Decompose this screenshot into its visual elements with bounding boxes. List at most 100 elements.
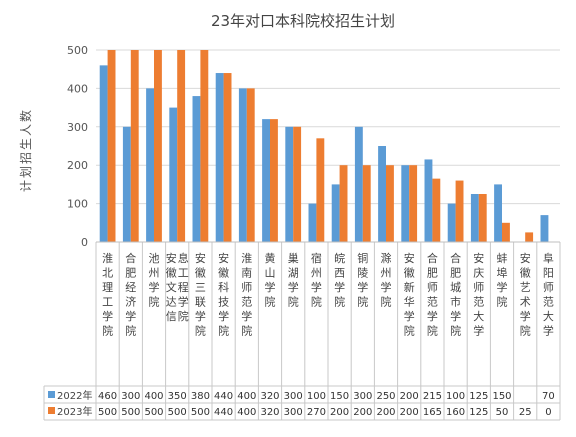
bar — [107, 50, 116, 242]
chart-title: 23年对口本科院校招生计划 — [211, 12, 395, 30]
category-label: 巢湖学院 — [288, 252, 299, 309]
data-table-value: 215 — [423, 391, 442, 402]
data-table-value: 500 — [191, 407, 210, 418]
bar — [316, 138, 325, 242]
bar — [339, 165, 348, 242]
data-table-value: 400 — [237, 391, 256, 402]
data-table-value: 380 — [191, 391, 210, 402]
data-table-value: 200 — [376, 407, 395, 418]
data-table-value: 500 — [121, 407, 140, 418]
bar — [409, 165, 418, 242]
bar — [246, 88, 255, 243]
bar — [177, 50, 186, 242]
y-axis-label: 计划招生人数 — [18, 108, 33, 192]
data-table-value: 300 — [284, 407, 303, 418]
category-label: 阜阳师范大学 — [543, 252, 554, 338]
data-table-value: 200 — [400, 391, 419, 402]
y-tick-label: 100 — [67, 198, 88, 211]
bar — [447, 203, 456, 242]
data-table-value: 440 — [214, 407, 233, 418]
bar — [478, 194, 487, 242]
data-table-value: 300 — [284, 391, 303, 402]
category-label: 安庆师范大学 — [473, 251, 484, 338]
data-table-value: 200 — [400, 407, 419, 418]
legend-label: 2022年 — [57, 389, 92, 402]
data-table-value: 460 — [98, 391, 117, 402]
bar — [525, 232, 534, 242]
data-table-value: 500 — [144, 407, 163, 418]
category-label: 黄山学院 — [265, 251, 276, 309]
data-table-value: 350 — [168, 391, 187, 402]
category-label: 合肥师范学院 — [427, 251, 438, 338]
category-label: 安徽科技学院 — [218, 251, 229, 338]
y-tick-label: 0 — [81, 236, 88, 249]
data-table-value: 0 — [545, 407, 551, 418]
data-table-value: 125 — [469, 391, 488, 402]
data-table-value: 100 — [307, 391, 326, 402]
bar — [270, 119, 278, 242]
bar — [154, 50, 162, 242]
bar — [192, 96, 201, 242]
data-table-value: 125 — [469, 407, 488, 418]
data-table-value: 150 — [492, 391, 511, 402]
data-table-value: 440 — [214, 391, 233, 402]
category-label: 淮北理工学院 — [102, 252, 113, 338]
data-table-value: 300 — [121, 391, 140, 402]
data-table-value: 320 — [260, 407, 279, 418]
bar — [262, 119, 270, 242]
data-table-value: 500 — [168, 407, 187, 418]
bar — [285, 126, 294, 242]
data-table-value: 25 — [519, 407, 532, 418]
bar — [432, 178, 441, 242]
bar — [378, 146, 386, 242]
category-label: 安徽三联学院 — [195, 251, 206, 338]
data-table-value: 160 — [446, 407, 465, 418]
y-tick-label: 300 — [67, 121, 88, 134]
data-table-value: 500 — [98, 407, 117, 418]
data-table-value: 400 — [144, 391, 163, 402]
bar — [215, 73, 224, 242]
data-table-value: 50 — [496, 407, 509, 418]
data-table-value: 100 — [446, 391, 465, 402]
bar — [99, 65, 108, 242]
y-tick-label: 500 — [67, 44, 88, 57]
category-label: 安徽新华学院 — [404, 251, 415, 338]
category-label: 合肥城市学院 — [450, 251, 461, 338]
category-label: 滁州学院 — [381, 251, 392, 309]
bar — [354, 126, 363, 242]
data-table-value: 300 — [353, 391, 372, 402]
plot-area: 0100200300400500淮北理工学院合肥经济学院池州学院安徽文达信息工程… — [43, 44, 561, 421]
bar — [200, 50, 209, 242]
bar — [455, 180, 464, 242]
data-table-value: 150 — [330, 391, 349, 402]
category-label: 铜陵学院 — [357, 251, 368, 309]
legend-swatch — [48, 391, 55, 398]
category-label: 合肥经济学院 — [125, 251, 136, 338]
legend-swatch — [48, 407, 55, 414]
bar — [470, 194, 479, 242]
bar — [146, 88, 154, 243]
bar — [494, 184, 502, 242]
data-table-value: 200 — [353, 407, 372, 418]
category-label: 皖西学院 — [334, 251, 345, 309]
category-label: 蚌埠学院 — [497, 252, 508, 309]
category-label: 淮南师范学院 — [241, 252, 252, 338]
category-label: 安徽文达信息工程学院 — [166, 251, 189, 323]
bar — [130, 50, 139, 242]
data-table-value: 70 — [542, 391, 555, 402]
bar — [169, 107, 178, 242]
y-tick-label: 200 — [67, 159, 88, 172]
data-table-value: 400 — [237, 407, 256, 418]
legend-label: 2023年 — [57, 405, 92, 418]
bar — [331, 184, 340, 242]
bar — [293, 126, 302, 242]
bar — [502, 222, 510, 242]
category-label: 宿州学院 — [311, 251, 322, 309]
data-table-value: 250 — [376, 391, 395, 402]
category-label: 安徽艺术学院 — [520, 251, 531, 338]
category-label: 池州学院 — [149, 252, 160, 309]
bar — [401, 165, 410, 242]
data-table-value: 200 — [330, 407, 349, 418]
